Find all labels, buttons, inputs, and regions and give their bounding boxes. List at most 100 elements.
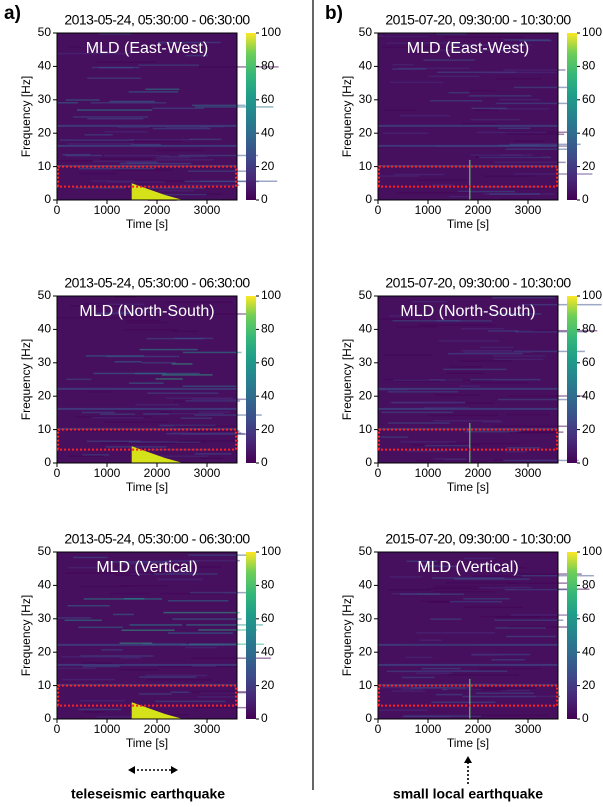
x-axis-label: Time [s] (447, 736, 489, 750)
texture (470, 154, 533, 156)
colorbar (246, 296, 256, 463)
texture (489, 193, 541, 195)
x-tick-label: 2000 (465, 466, 492, 480)
texture (152, 127, 211, 130)
texture (78, 626, 123, 629)
y-axis-label: Frequency [Hz] (340, 595, 354, 676)
texture (180, 313, 255, 315)
texture (65, 572, 117, 574)
colorbar-tick-label: 0 (582, 192, 589, 206)
texture (96, 61, 156, 63)
texture (192, 665, 216, 668)
texture (190, 657, 271, 659)
texture (198, 629, 258, 631)
colorbar-tick-label: 40 (261, 644, 275, 658)
texture (386, 42, 461, 44)
y-tick-label: 10 (38, 159, 52, 173)
colorbar-tick-label: 60 (261, 355, 275, 369)
texture (378, 175, 420, 177)
texture (421, 667, 461, 670)
texture (194, 414, 262, 416)
colorbar-tick-label: 100 (261, 25, 281, 39)
texture (383, 34, 431, 37)
texture (128, 140, 183, 143)
texture (145, 45, 180, 48)
y-tick-label: 0 (44, 192, 51, 206)
texture (57, 52, 133, 55)
texture (114, 361, 142, 363)
annotation: MLD (Vertical) (417, 559, 518, 576)
texture (199, 180, 278, 182)
texture (174, 337, 214, 340)
highlight-box (378, 428, 558, 451)
texture (194, 706, 255, 709)
texture (460, 360, 513, 362)
texture (109, 100, 155, 103)
texture (76, 109, 153, 111)
double-arrow (128, 766, 178, 774)
x-tick-label: 1000 (415, 722, 442, 736)
texture (145, 88, 180, 91)
texture (446, 44, 498, 46)
texture (110, 169, 174, 171)
x-tick-label: 3000 (515, 203, 542, 217)
texture (415, 672, 453, 674)
texture (389, 81, 444, 84)
texture (494, 161, 566, 164)
spectrogram (378, 33, 593, 201)
x-tick-label: 3000 (515, 466, 542, 480)
texture (159, 424, 216, 427)
annotation: MLD (East-West) (407, 40, 529, 57)
texture (60, 139, 135, 141)
texture (449, 600, 503, 603)
texture (64, 619, 102, 622)
texture (392, 63, 414, 66)
texture-band (378, 124, 558, 127)
texture (378, 35, 430, 37)
texture (382, 46, 437, 49)
x-tick-label: 2000 (465, 203, 492, 217)
texture (100, 158, 153, 160)
texture (417, 324, 496, 326)
texture (380, 318, 414, 320)
chart-title: 2015-07-20, 09:30:00 - 10:30:00 (385, 12, 571, 28)
texture (496, 313, 542, 315)
texture (510, 614, 579, 616)
texture (57, 102, 78, 104)
texture (152, 107, 204, 110)
texture (400, 114, 451, 117)
texture (446, 372, 485, 375)
y-tick-label: 50 (38, 544, 52, 558)
texture (469, 714, 550, 717)
texture (392, 68, 427, 70)
texture (473, 109, 498, 111)
x-axis-label: Time [s] (126, 217, 168, 231)
texture (141, 361, 176, 364)
texture (507, 395, 586, 397)
texture (80, 655, 154, 657)
y-tick-label: 50 (38, 25, 52, 39)
panel-label: a) (4, 3, 21, 24)
spectrogram (378, 296, 602, 463)
texture (81, 662, 113, 664)
y-tick-label: 40 (38, 59, 52, 73)
texture (493, 355, 546, 357)
colorbar-tick-label: 60 (261, 611, 275, 625)
texture (58, 160, 94, 162)
texture (461, 349, 512, 352)
plot-frame (56, 32, 238, 201)
texture (178, 154, 259, 157)
texture (381, 411, 454, 414)
texture (91, 416, 144, 419)
texture (164, 571, 191, 573)
plot-frame (377, 551, 559, 720)
spectrogram (57, 296, 262, 464)
texture (117, 126, 150, 129)
x-tick-label: 1000 (94, 466, 121, 480)
texture (447, 352, 523, 355)
colorbar-tick-label: 40 (261, 388, 275, 402)
y-tick-label: 0 (44, 711, 51, 725)
colorbar-tick-label: 80 (261, 59, 275, 73)
texture (119, 642, 153, 644)
